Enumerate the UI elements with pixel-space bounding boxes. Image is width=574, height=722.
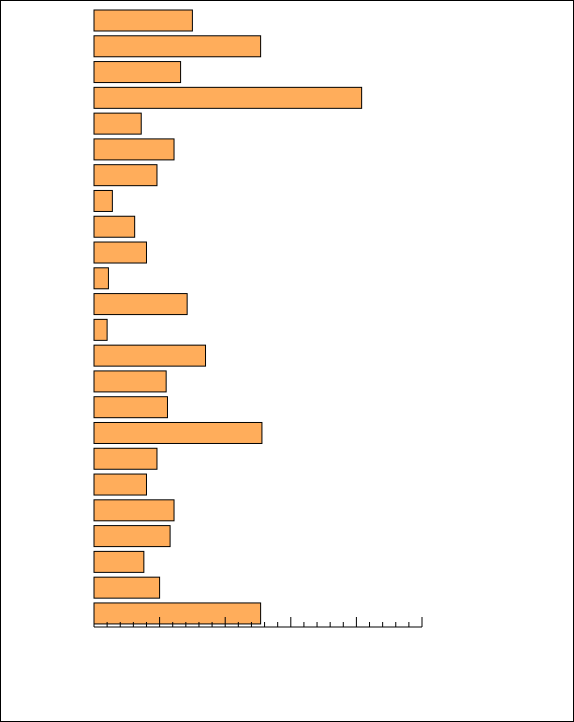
bar: [93, 61, 182, 84]
bar: [93, 189, 113, 212]
bar: [93, 86, 363, 109]
bar: [93, 370, 167, 393]
bar: [93, 9, 193, 32]
bar: [93, 267, 109, 290]
bar: [93, 35, 262, 58]
bar: [93, 318, 108, 341]
bar: [93, 138, 175, 161]
bar: [93, 241, 147, 264]
bar: [93, 164, 158, 187]
bar: [93, 473, 147, 496]
bar: [93, 602, 262, 625]
bar: [93, 344, 207, 367]
bar: [93, 421, 263, 444]
bar: [93, 447, 158, 470]
bar: [93, 550, 145, 573]
bar: [93, 525, 171, 548]
bar: [93, 215, 136, 238]
bar: [93, 396, 168, 419]
bar: [93, 576, 161, 599]
bar: [93, 293, 188, 316]
bar: [93, 499, 175, 522]
bar: [93, 112, 142, 135]
